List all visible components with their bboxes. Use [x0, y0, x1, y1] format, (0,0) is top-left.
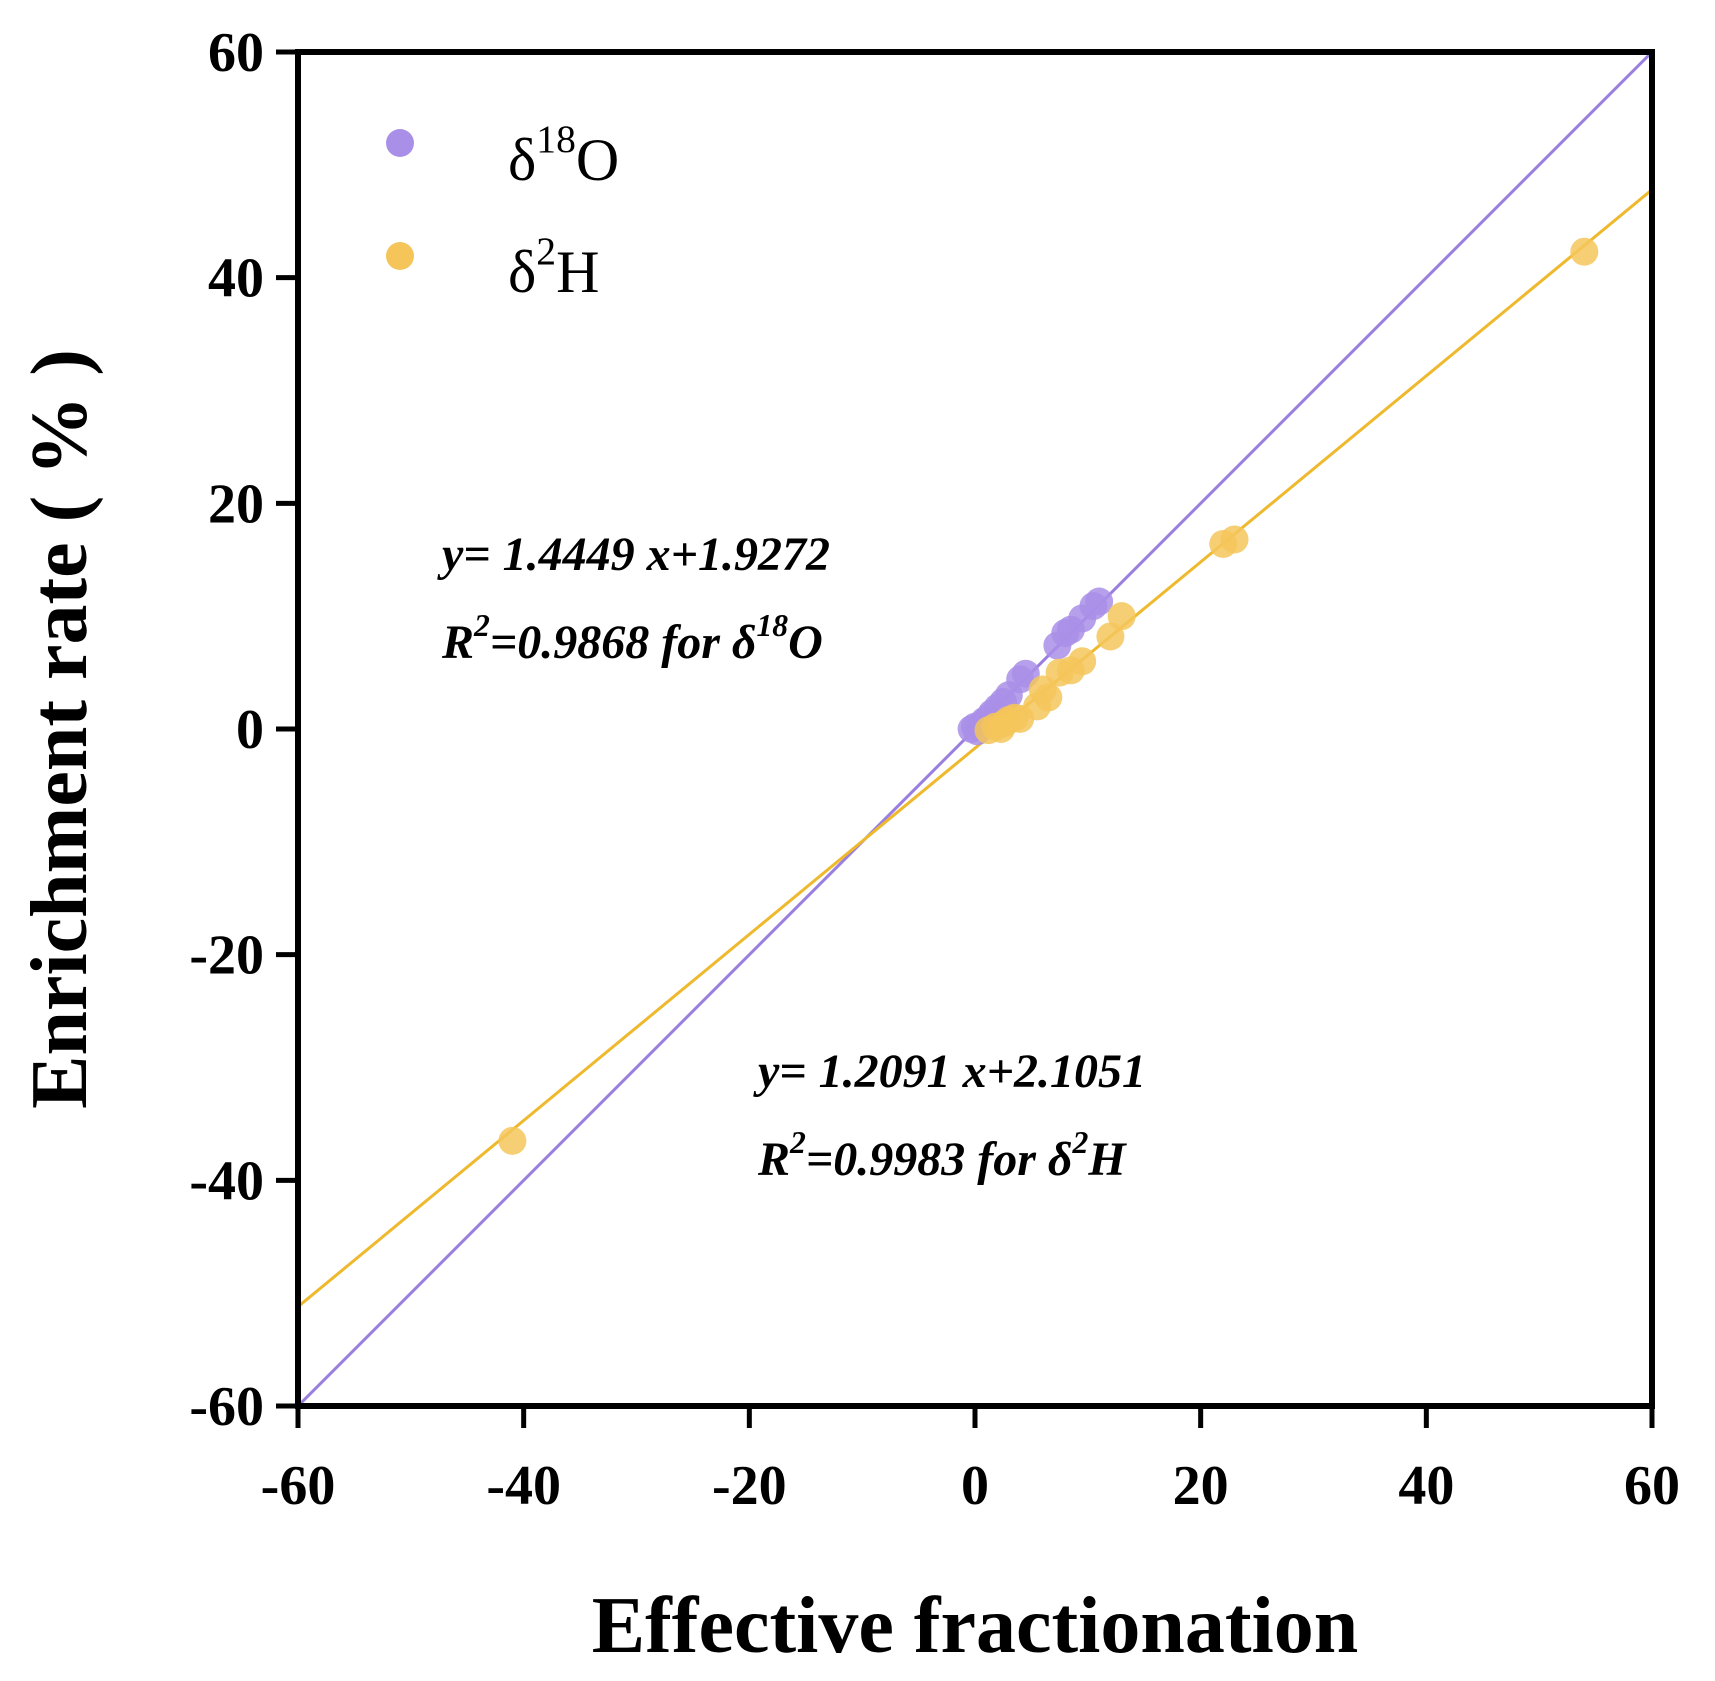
equation-d18o-line1: y= 1.4449 x+1.9272: [437, 528, 830, 581]
data-point-d2h: [498, 1126, 527, 1155]
x-axis-title: Effective fractionation: [592, 1582, 1358, 1670]
data-point-d2h: [1034, 683, 1063, 712]
equation-d2h-line1: y= 1.2091 x+2.1051: [753, 1045, 1146, 1098]
y-tick-label: 0: [236, 699, 264, 761]
equation-d2h: y= 1.2091 x+2.1051 R2=0.9983 for δ2H: [753, 1045, 1146, 1186]
x-tick-label: -60: [261, 1455, 336, 1517]
y-tick-label: 20: [208, 473, 264, 535]
y-axis-title: Enrichment rate ( % ): [16, 349, 104, 1109]
data-point-d2h: [1570, 237, 1599, 266]
y-tick-label: 60: [208, 22, 264, 84]
equation-d18o-line2: R2=0.9868 for δ18O: [441, 608, 823, 669]
equation-d18o: y= 1.4449 x+1.9272 R2=0.9868 for δ18O: [437, 528, 830, 669]
data-point-d2h: [1068, 647, 1097, 676]
legend: δ18O δ2H: [386, 117, 619, 305]
data-point-d18o: [1085, 587, 1114, 616]
equation-d2h-line2: R2=0.9983 for δ2H: [757, 1125, 1127, 1186]
y-tick-label: 40: [208, 248, 264, 310]
legend-marker-d18o: [386, 129, 414, 157]
x-tick-label: 20: [1173, 1455, 1229, 1517]
x-tick-label: -20: [712, 1455, 787, 1517]
y-tick-label: -60: [189, 1376, 264, 1438]
data-points: [498, 237, 1599, 1155]
legend-label-d2h: δ2H: [508, 229, 599, 305]
legend-label-d18o: δ18O: [508, 117, 619, 193]
y-tick-label: -20: [189, 925, 264, 987]
legend-marker-d2h: [386, 242, 414, 270]
x-tick-label: -40: [486, 1455, 561, 1517]
data-point-d2h: [1107, 602, 1136, 631]
x-tick-label: 0: [961, 1455, 989, 1517]
fit-line-d2h: [297, 188, 1653, 1308]
y-tick-label: -40: [189, 1150, 264, 1212]
x-tick-label: 40: [1398, 1455, 1454, 1517]
data-point-d2h: [1220, 525, 1249, 554]
x-tick-label: 60: [1624, 1455, 1680, 1517]
axis-ticks: -60 -40 -20 0 20 40 60 -60 -40 -20 0 20 40 60: [189, 22, 1680, 1517]
